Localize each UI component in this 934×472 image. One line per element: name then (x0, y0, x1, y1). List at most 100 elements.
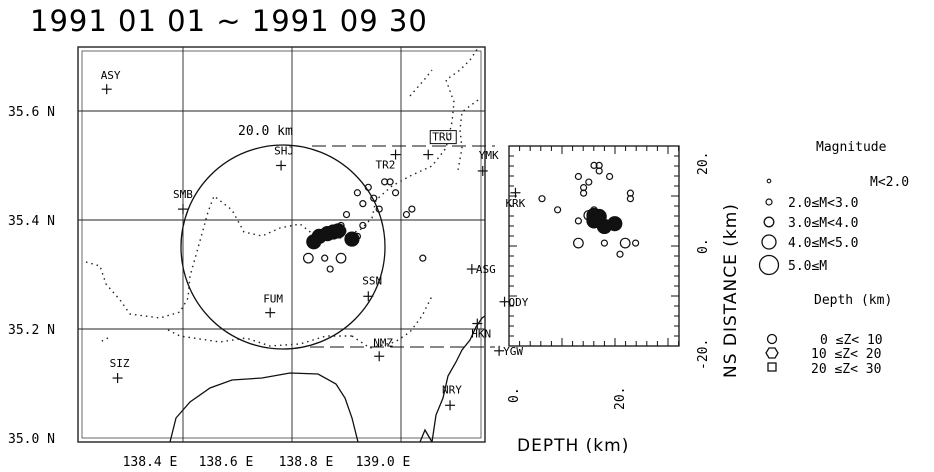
ns-tick-label: 20. (696, 152, 711, 175)
epicenter-layer (302, 178, 427, 273)
hypocenter-marker (538, 195, 546, 203)
radius-circle (180, 144, 386, 350)
station-label: SHJ (274, 145, 294, 158)
station-label: TRU (432, 131, 452, 144)
depth-legend-label: 0 ≤Z< 10 (820, 333, 883, 348)
magnitude-legend-title: Magnitude (816, 140, 887, 155)
station-marker: SHJ (274, 145, 294, 171)
epicenter-marker (359, 200, 367, 208)
station-label: FUM (263, 293, 283, 306)
station-marker: SSN (362, 274, 382, 302)
epicenter-marker (402, 210, 411, 219)
prefecture-boundary (85, 47, 479, 349)
epicenter-marker (335, 225, 347, 237)
depth-square-symbol (767, 362, 777, 372)
depth-hexagon-symbol (765, 347, 779, 359)
cross-section-panel: 0. 20. 20. 0. -20. DEPTH (km) NS DISTANC… (507, 145, 741, 456)
station-label: SSN (362, 274, 382, 287)
cross-section-frame (508, 145, 680, 347)
legend: Magnitude M<2.0 2.0≤M<3.0 3.0≤M<4.0 4.0≤… (758, 140, 909, 377)
lon-tick-label: 139.0 E (356, 455, 411, 470)
station-marker: SIZ (110, 357, 130, 384)
lat-tick-label: 35.2 N (8, 323, 55, 338)
ns-tick-label: 0. (696, 238, 711, 254)
map-inner-frame (81, 50, 482, 439)
hypocenter-marker (600, 239, 609, 247)
coastline (169, 315, 486, 443)
station-label: ODY (509, 296, 529, 309)
epicenter-marker (302, 252, 314, 264)
hypocenter-marker (626, 189, 635, 197)
epicenter-marker (386, 178, 394, 186)
hypocenter-marker (585, 178, 593, 186)
station-marker: TRU (423, 130, 457, 160)
station-marker: TR2 (376, 149, 401, 172)
depth-legend-label: 10 ≤Z< 20 (811, 347, 881, 362)
mag-legend-symbol (766, 178, 772, 184)
station-layer: ASYSHJTR2TRUYMKSMBKRKASGFUMSSNODYHKNNMZY… (101, 69, 529, 411)
map-grid (78, 47, 485, 442)
epicenter-marker (375, 205, 383, 213)
station-marker: NRY (442, 383, 462, 411)
station-label: TR2 (376, 159, 396, 172)
lon-tick-label: 138.6 E (199, 455, 254, 470)
lat-tick-label: 35.6 N (8, 105, 55, 120)
epicenter-marker (353, 232, 361, 240)
hypocenter-marker (590, 161, 598, 169)
epicenter-marker (391, 189, 400, 197)
hypocenter-marker (553, 206, 562, 214)
mag-legend-label: 2.0≤M<3.0 (788, 196, 858, 211)
figure-title: 1991 01 01 ~ 1991 09 30 (30, 4, 428, 38)
epicenter-marker (326, 265, 334, 273)
epicenter-marker (321, 254, 329, 262)
ns-tick-label: -20. (696, 339, 711, 370)
station-marker: YMK (477, 149, 499, 176)
mag-legend-symbol (765, 198, 773, 206)
hypocenter-marker (579, 189, 588, 197)
mag-legend-label: 5.0≤M (788, 259, 827, 274)
epicenter-marker (370, 194, 378, 202)
hypocenter-marker (595, 161, 603, 169)
cross-section-xlabel: DEPTH (km) (517, 436, 629, 456)
epicenter-marker (342, 210, 351, 219)
mag-legend-symbol (763, 216, 775, 228)
epicenter-marker (337, 221, 345, 230)
mag-legend-symbol (758, 254, 780, 276)
hypocenter-marker (590, 206, 598, 214)
depth-legend-label: 20 ≤Z< 30 (811, 362, 881, 377)
scale-label: 20.0 km (238, 124, 293, 139)
cross-section-events (538, 161, 640, 258)
lon-tick-label: 138.8 E (279, 455, 334, 470)
epicenter-marker (306, 234, 322, 250)
hypocenter-marker (574, 217, 583, 225)
station-label: NRY (442, 383, 462, 396)
depth-tick-label: 0. (507, 387, 522, 403)
station-label: HKN (471, 328, 491, 341)
cross-section-ylabel: NS DISTANCE (km) (721, 203, 741, 378)
station-label: YMK (479, 149, 499, 162)
epicenter-marker (419, 254, 427, 262)
station-marker: NMZ (373, 336, 393, 362)
station-marker: SMB (173, 188, 193, 215)
hypocenter-marker (619, 237, 631, 249)
lon-tick-label: 138.4 E (123, 455, 178, 470)
depth-legend-title: Depth (km) (814, 293, 892, 308)
station-marker: FUM (263, 293, 283, 318)
map-frame (77, 46, 486, 443)
depth-tick-label: 20. (613, 387, 628, 410)
station-label: YGW (503, 345, 523, 358)
epicenter-marker (359, 221, 367, 230)
epicenter-marker (335, 252, 347, 264)
station-label: SMB (173, 188, 193, 201)
mag-legend-label: M<2.0 (870, 175, 909, 190)
cross-section-ticks (508, 145, 680, 347)
mag-legend-label: 3.0≤M<4.0 (788, 216, 858, 231)
hypocenter-marker (631, 239, 640, 247)
hypocenter-marker (607, 216, 623, 232)
mag-legend-symbol (761, 234, 777, 250)
station-marker: ODY (499, 296, 529, 309)
epicenter-map: 20.0 km ASYSHJTR2TRUYMKSMBKRKASGFUMSSNOD… (8, 46, 529, 470)
lat-tick-label: 35.4 N (8, 214, 55, 229)
station-label: NMZ (373, 336, 393, 349)
